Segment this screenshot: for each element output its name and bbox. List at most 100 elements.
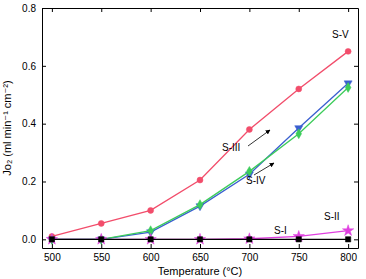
tick-mark (354, 66, 358, 67)
marker (148, 207, 154, 213)
plot: 500 550 600 650 700 750 800 0.0 0.2 0.4 0.6 0.8 S-V S… (22, 3, 358, 263)
tick: 500 (44, 244, 61, 263)
y-axis-line (42, 9, 43, 249)
y-axis-title: Jo₂ (ml min⁻¹ cm⁻²) (1, 80, 13, 175)
tick-mark (101, 244, 102, 248)
series-label: S-IV (246, 175, 266, 186)
tick (249, 8, 250, 12)
marker (98, 220, 104, 226)
tick: 550 (93, 244, 110, 263)
tick-mark (354, 239, 358, 240)
tick: 0.2 (22, 176, 46, 187)
marker (345, 48, 351, 54)
tick (151, 8, 152, 12)
x-axis-line (43, 248, 359, 249)
tick-label: 750 (291, 252, 308, 263)
tick: 0.6 (22, 61, 46, 72)
marker (197, 177, 203, 183)
tick-label: 500 (44, 252, 61, 263)
tick-mark (299, 8, 300, 12)
marker (296, 129, 302, 139)
y-axis-right-line (358, 9, 359, 249)
tick-label: 600 (143, 252, 160, 263)
tick (354, 8, 358, 9)
y-axis: 0.0 0.2 0.4 0.6 0.8 (22, 3, 46, 249)
series-label: S-III (222, 142, 240, 153)
tick-label: 650 (192, 252, 209, 263)
tick-mark (101, 8, 102, 12)
arrow (248, 130, 270, 146)
tick-label: 550 (93, 252, 110, 263)
tick: 0.8 (22, 3, 46, 14)
x-axis: 500 550 600 650 700 750 800 (43, 244, 359, 263)
tick-label: 0.8 (22, 3, 36, 14)
marker (49, 237, 54, 242)
tick: 800 (340, 244, 357, 263)
tick-mark (42, 181, 46, 182)
tick (52, 8, 53, 12)
tick-mark (348, 244, 349, 248)
tick (101, 8, 102, 12)
tick-label: 0.4 (22, 118, 36, 129)
tick-mark (249, 8, 250, 12)
tick-mark (42, 239, 46, 240)
series-line (52, 51, 348, 236)
tick (200, 8, 201, 12)
tick-label: 0.2 (22, 176, 36, 187)
tick: 0.0 (22, 234, 46, 245)
marker (296, 237, 301, 242)
tick-mark (200, 244, 201, 248)
tick-mark (151, 244, 152, 248)
marker (148, 237, 153, 242)
marker (247, 237, 252, 242)
tick-label: 0.6 (22, 61, 36, 72)
tick-mark (52, 8, 53, 12)
tick-mark (52, 244, 53, 248)
series-label: S-I (274, 225, 287, 236)
marker (296, 86, 302, 92)
marker (345, 237, 350, 242)
tick-mark (299, 244, 300, 248)
tick: 0.4 (22, 118, 46, 129)
tick-mark (354, 8, 358, 9)
tick (354, 66, 358, 67)
tick-mark (42, 124, 46, 125)
series-group (46, 48, 354, 244)
series-line (52, 83, 348, 239)
tick (354, 239, 358, 240)
y-axis-right (354, 9, 359, 249)
tick: 650 (192, 244, 209, 263)
arrow (254, 163, 274, 175)
tick (299, 8, 300, 12)
tick (348, 8, 349, 12)
tick (354, 181, 358, 182)
x-axis-top (43, 8, 359, 12)
tick-mark (354, 181, 358, 182)
tick-mark (200, 8, 201, 12)
tick-mark (354, 124, 358, 125)
marker (99, 237, 104, 242)
tick-mark (348, 8, 349, 12)
tick-mark (42, 66, 46, 67)
tick-label: 800 (340, 252, 357, 263)
tick-mark (42, 8, 46, 9)
tick: 700 (242, 244, 259, 263)
marker (244, 233, 255, 244)
series-label: S-V (332, 29, 349, 40)
marker (246, 126, 252, 132)
tick: 600 (143, 244, 160, 263)
tick: 750 (291, 244, 308, 263)
tick (354, 124, 358, 125)
tick-mark (151, 8, 152, 12)
tick-mark (249, 244, 250, 248)
marker (342, 225, 353, 236)
series-line (52, 88, 348, 240)
tick-label: 0.0 (22, 234, 36, 245)
x-axis-title: Temperature (°C) (158, 265, 242, 277)
series-label: S-II (324, 211, 340, 222)
tick-label: 700 (242, 252, 259, 263)
chart: 500 550 600 650 700 750 800 0.0 0.2 0.4 0.6 0.8 S-V S… (0, 0, 366, 279)
marker (345, 83, 351, 93)
marker (197, 237, 202, 242)
marker (197, 200, 203, 210)
